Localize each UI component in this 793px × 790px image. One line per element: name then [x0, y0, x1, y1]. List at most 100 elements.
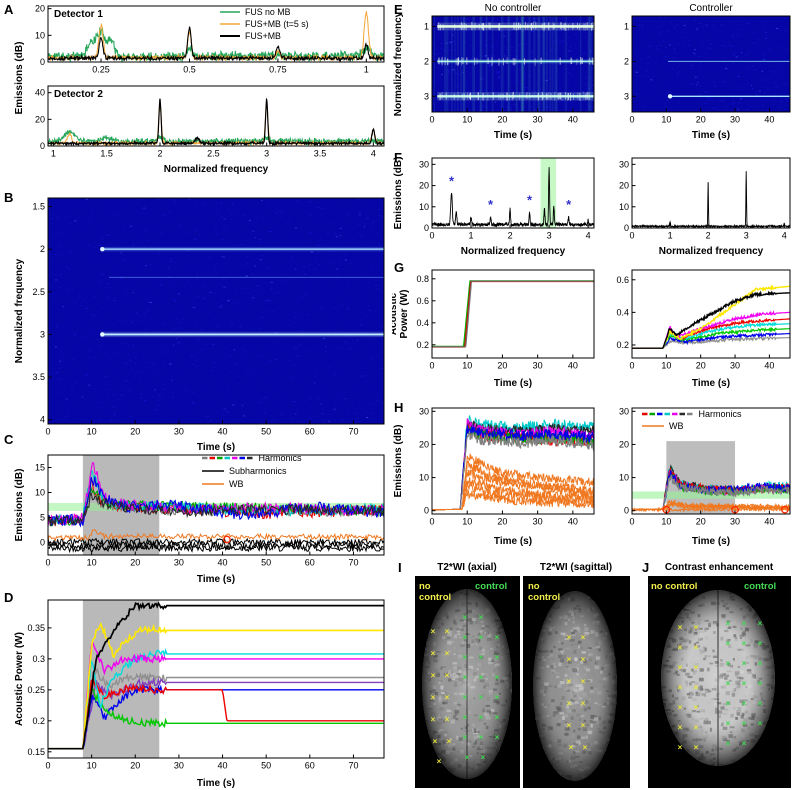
svg-text:10: 10 — [619, 473, 629, 483]
svg-text:60: 60 — [305, 761, 315, 771]
svg-text:No controller: No controller — [485, 3, 542, 14]
svg-text:0.2: 0.2 — [416, 340, 429, 350]
svg-text:20: 20 — [35, 114, 45, 124]
panel-e-controller-spectrograms: 0 10 20 30 40 1 2 3 No controller Time (s) 0 10 20 30… — [392, 0, 793, 148]
panel-label-g: G — [394, 260, 405, 275]
svg-text:×: × — [479, 673, 484, 682]
svg-text:1: 1 — [668, 231, 673, 241]
svg-text:Emissions (dB): Emissions (dB) — [393, 157, 404, 230]
svg-text:Acoustic Power (W): Acoustic Power (W) — [14, 632, 25, 726]
svg-text:Emissions (dB): Emissions (dB) — [14, 42, 25, 115]
svg-text:0.2: 0.2 — [616, 340, 629, 350]
svg-text:0.2: 0.2 — [32, 716, 45, 726]
svg-text:10: 10 — [35, 30, 45, 40]
svg-text:40: 40 — [568, 517, 578, 527]
svg-text:0.35: 0.35 — [27, 623, 45, 633]
panel-h-emissions-charts: 0 10 20 30 40 0 10 20 30 Time (s) 0 10 20 30 40 0 10 20 30… — [392, 398, 793, 558]
panel-g-svg: 0 10 20 30 40 0.2 0.4 0.6 0.8 Time (s) 0 10 20 30 40 0.… — [388, 269, 791, 389]
svg-text:×: × — [445, 649, 450, 658]
svg-text:1.5: 1.5 — [100, 149, 113, 159]
svg-text:50: 50 — [261, 761, 271, 771]
svg-text:40: 40 — [764, 517, 774, 527]
svg-text:20: 20 — [497, 361, 507, 371]
svg-text:20: 20 — [696, 361, 706, 371]
svg-text:×: × — [567, 655, 572, 664]
svg-text:1: 1 — [424, 21, 429, 31]
svg-text:×: × — [581, 633, 586, 642]
svg-text:0.4: 0.4 — [416, 318, 429, 328]
svg-text:×: × — [431, 715, 436, 724]
svg-text:*: * — [488, 197, 494, 212]
svg-text:Subharmonics: Subharmonics — [229, 466, 287, 476]
svg-text:Harmonics: Harmonics — [259, 453, 303, 463]
panel-b-spectrogram: 0 10 20 30 40 50 60 70 1.5 2 2.5 3 3.5 4 Time (s) Norma… — [14, 188, 392, 460]
svg-text:Normalized frequency: Normalized frequency — [393, 11, 404, 116]
svg-text:0: 0 — [429, 517, 434, 527]
svg-text:10: 10 — [35, 488, 45, 498]
svg-text:10: 10 — [419, 473, 429, 483]
svg-text:70: 70 — [348, 558, 358, 568]
svg-text:T2*WI (sagittal): T2*WI (sagittal) — [540, 562, 612, 573]
svg-text:20: 20 — [497, 115, 507, 125]
svg-text:2: 2 — [706, 231, 711, 241]
svg-text:0: 0 — [40, 538, 45, 548]
svg-text:0: 0 — [629, 361, 634, 371]
svg-text:10: 10 — [462, 361, 472, 371]
panel-c-svg: 0 10 20 30 40 50 60 70 0 5 10 15 Time (s) Harmonics Su… — [14, 453, 385, 585]
panel-j-contrast-image: × × × × × × × × × × × × × × × × × × × × × × × × × × × × × × × × × × no con… — [640, 558, 793, 790]
svg-text:10: 10 — [462, 517, 472, 527]
svg-text:40: 40 — [35, 88, 45, 98]
svg-text:3: 3 — [424, 91, 429, 101]
svg-text:×: × — [495, 653, 500, 662]
svg-text:×: × — [495, 673, 500, 682]
svg-text:40: 40 — [568, 361, 578, 371]
svg-text:30: 30 — [619, 406, 629, 416]
svg-text:×: × — [567, 677, 572, 686]
svg-text:×: × — [495, 633, 500, 642]
svg-text:×: × — [437, 757, 442, 766]
svg-text:3: 3 — [744, 231, 749, 241]
svg-text:×: × — [567, 721, 572, 730]
svg-text:30: 30 — [533, 361, 543, 371]
svg-text:4: 4 — [782, 231, 787, 241]
svg-text:40: 40 — [218, 558, 228, 568]
svg-text:Normalized frequency: Normalized frequency — [164, 164, 269, 175]
svg-text:0.25: 0.25 — [27, 685, 45, 695]
svg-text:40: 40 — [764, 115, 774, 125]
svg-text:×: × — [479, 613, 484, 622]
svg-text:20: 20 — [419, 181, 429, 191]
panel-b-svg: 0 10 20 30 40 50 60 70 1.5 2 2.5 3 3.5 4 Time (s) Norma… — [14, 197, 385, 453]
svg-text:10: 10 — [419, 202, 429, 212]
svg-text:Harmonics: Harmonics — [699, 409, 743, 419]
svg-text:40: 40 — [218, 761, 228, 771]
svg-text:Detector 2: Detector 2 — [54, 89, 103, 100]
svg-text:×: × — [479, 713, 484, 722]
svg-text:0: 0 — [429, 231, 434, 241]
svg-text:×: × — [463, 653, 468, 662]
svg-text:0: 0 — [45, 558, 50, 568]
panel-label-d: D — [4, 590, 14, 605]
svg-text:30: 30 — [730, 115, 740, 125]
svg-text:×: × — [463, 733, 468, 742]
svg-text:×: × — [567, 633, 572, 642]
svg-text:×: × — [431, 627, 436, 636]
panel-label-e: E — [394, 2, 403, 17]
panel-i-svg: × ×× ×× ×× ×× ×× ××× ×× × ×× × ×× × ×× × ×× × ×× × ×× ×nocon… — [415, 562, 630, 788]
svg-text:Time (s): Time (s) — [692, 378, 730, 389]
panel-c-emissions-timecourse: 0 10 20 30 40 50 60 70 0 5 10 15 Time (s) Harmonics Su… — [14, 430, 392, 590]
svg-text:×: × — [463, 673, 468, 682]
panel-d-acoustic-power-chart: 0 10 20 30 40 50 60 70 0.15 0.2 0.25 0.3 0.35 Time (s… — [14, 588, 392, 790]
svg-text:×: × — [581, 721, 586, 730]
panel-f-emission-spectra: * * * * 0 1 2 3 4 0 10 20 30 Normalized frequency 0 1 2 3… — [392, 150, 793, 258]
svg-text:0: 0 — [629, 517, 634, 527]
svg-text:×: × — [463, 693, 468, 702]
svg-text:1: 1 — [51, 149, 56, 159]
panel-label-h: H — [394, 400, 404, 415]
svg-text:30: 30 — [174, 761, 184, 771]
svg-text:Time (s): Time (s) — [692, 130, 730, 141]
svg-text:50: 50 — [261, 558, 271, 568]
svg-text:×: × — [431, 671, 436, 680]
svg-text:Power (W): Power (W) — [399, 290, 410, 339]
